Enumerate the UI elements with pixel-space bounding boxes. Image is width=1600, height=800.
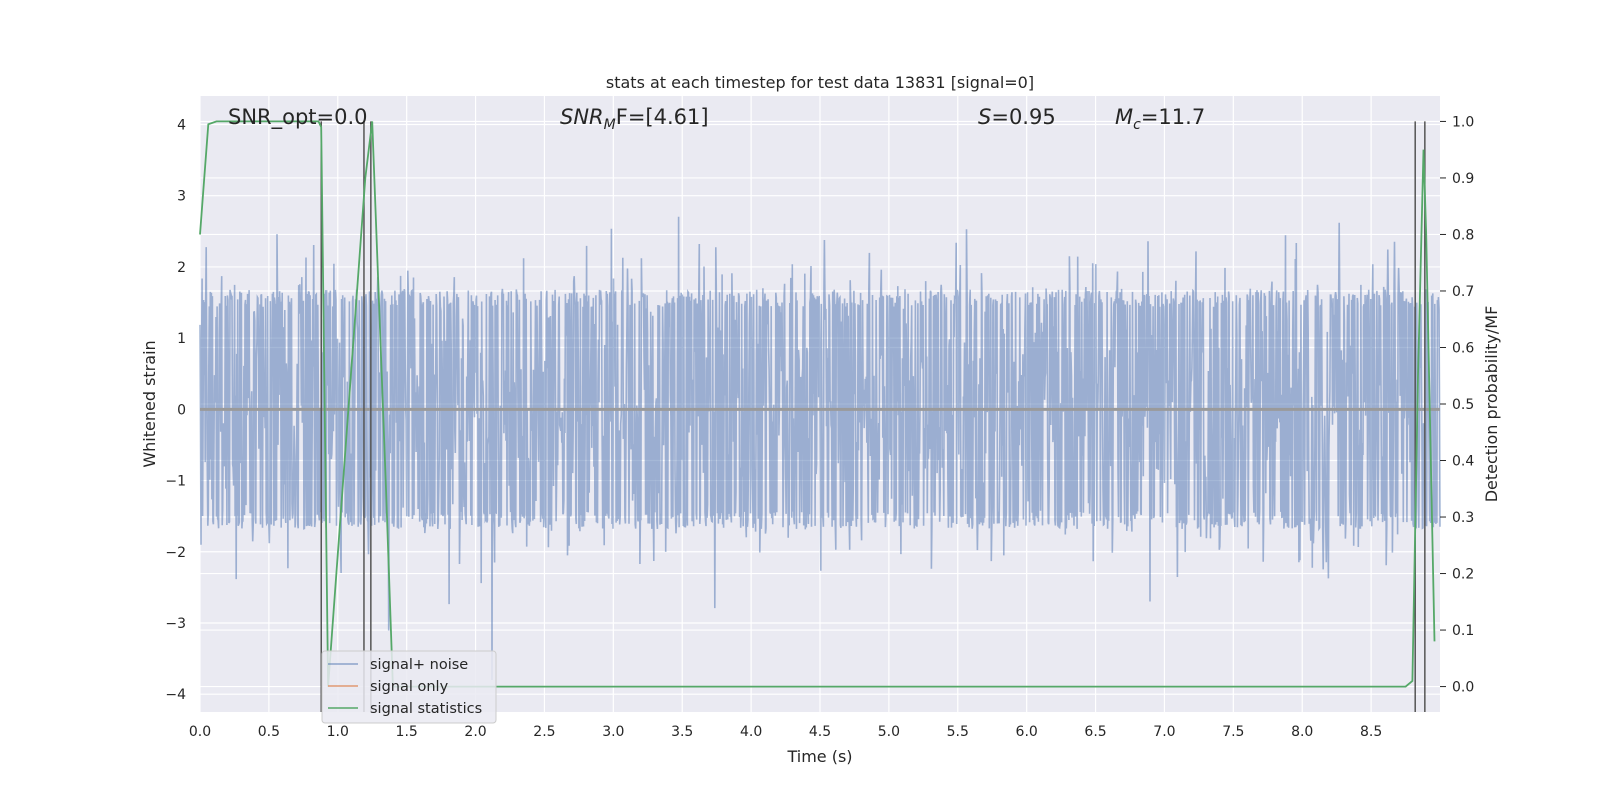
x-tick-label-4: 2.0: [464, 724, 486, 740]
x-tick-label-7: 3.5: [671, 724, 693, 740]
y-tick-label-left-8: 4: [177, 117, 186, 133]
y-tick-label-right-5: 0.5: [1452, 397, 1474, 413]
y-tick-label-left-0: −4: [165, 687, 186, 703]
y-axis-left-label: Whitened strain: [140, 340, 159, 467]
legend-label-signal-only: signal only: [370, 679, 449, 695]
legend: signal+ noise signal only signal statist…: [321, 650, 497, 724]
s-main: S: [978, 105, 991, 129]
y-tick-label-right-2: 0.2: [1452, 567, 1474, 583]
mc-sub: c: [1133, 117, 1141, 133]
y-tick-label-right-1: 0.1: [1452, 623, 1474, 639]
y-tick-label-right-7: 0.7: [1452, 284, 1474, 300]
snr-mf-annotation: SNRMF=[4.61]: [560, 105, 709, 133]
y-tick-label-right-10: 1.0: [1452, 114, 1474, 130]
x-tick-label-10: 5.0: [878, 724, 900, 740]
x-axis-label: Time (s): [786, 747, 852, 766]
signal-plus-noise-line: [199, 216, 1441, 681]
y-axis-left-ticks: −4 −3 −2 −1 0 1 2 3 4: [165, 117, 186, 703]
x-tick-label-8: 4.0: [740, 724, 762, 740]
vertical-markers: [320, 121, 1426, 712]
y-tick-label-right-0: 0.0: [1452, 680, 1474, 696]
snr-opt-annotation: SNR_opt=0.0: [228, 105, 368, 130]
chart-title: stats at each timestep for test data 138…: [606, 73, 1034, 92]
y-tick-label-left-1: −3: [165, 616, 186, 632]
x-tick-label-11: 5.5: [947, 724, 969, 740]
mc-annotation: Mc=11.7: [1115, 105, 1205, 133]
mc-tail: =11.7: [1141, 105, 1205, 129]
x-tick-label-1: 0.5: [258, 724, 280, 740]
legend-box: [321, 650, 497, 724]
y-tick-label-right-3: 0.3: [1452, 510, 1474, 526]
x-tick-label-5: 2.5: [533, 724, 555, 740]
y-tick-label-left-2: −2: [165, 545, 186, 561]
x-axis-ticks: 0.0 0.5 1.0 1.5 2.0 2.5 3.0 3.5 4.0 4.5 5.0 5.5 6.0 6…: [189, 724, 1382, 740]
legend-label-signal-statistics: signal statistics: [370, 701, 482, 717]
s-annotation: S=0.95: [978, 105, 1056, 129]
x-tick-label-14: 7.0: [1153, 724, 1175, 740]
y-tick-label-right-8: 0.8: [1452, 227, 1474, 243]
x-tick-label-15: 7.5: [1222, 724, 1244, 740]
x-tick-label-0: 0.0: [189, 724, 211, 740]
y-axis-right-label: Detection probability/MF: [1482, 306, 1501, 503]
y-tick-label-left-3: −1: [165, 474, 186, 490]
y-axis-right-ticks: 0.0 0.1 0.2 0.3 0.4 0.5 0.6 0.7 0.8 0.9 1.0: [1440, 114, 1474, 696]
y-tick-label-left-7: 3: [177, 189, 186, 205]
signal-statistics-line: [199, 120, 1436, 688]
x-tick-label-6: 3.0: [602, 724, 624, 740]
x-tick-label-13: 6.5: [1084, 724, 1106, 740]
y-tick-label-right-4: 0.4: [1452, 454, 1474, 470]
x-tick-label-17: 8.5: [1360, 724, 1382, 740]
legend-label-signal-noise: signal+ noise: [370, 657, 468, 673]
x-tick-label-9: 4.5: [809, 724, 831, 740]
y-tick-label-left-5: 1: [177, 331, 186, 347]
s-tail: =0.95: [991, 105, 1055, 129]
x-tick-label-2: 1.0: [327, 724, 349, 740]
mc-main: M: [1115, 105, 1133, 129]
y-tick-label-left-4: 0: [177, 402, 186, 418]
x-tick-label-16: 8.0: [1291, 724, 1313, 740]
y-tick-label-right-9: 0.9: [1452, 171, 1474, 187]
signal-statistics-series: [199, 120, 1436, 688]
y-tick-label-right-6: 0.6: [1452, 340, 1474, 356]
snr-mf-tail: F=[4.61]: [616, 105, 709, 129]
x-tick-label-12: 6.0: [1016, 724, 1038, 740]
y-tick-label-left-6: 2: [177, 260, 186, 276]
signal-plus-noise-series: [199, 216, 1441, 681]
x-tick-label-3: 1.5: [396, 724, 418, 740]
snr-mf-main: SNR: [560, 105, 604, 129]
snr-mf-sub: M: [604, 117, 616, 133]
